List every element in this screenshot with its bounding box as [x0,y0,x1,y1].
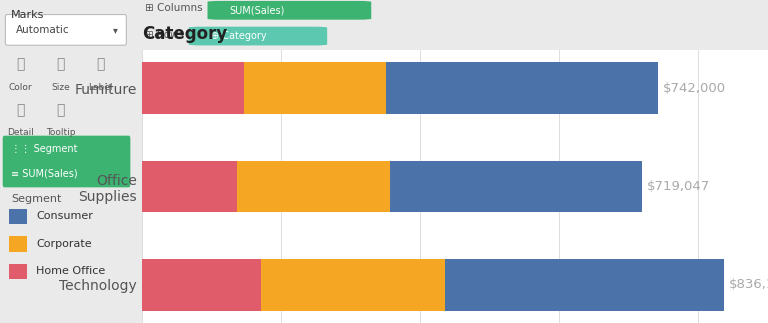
Text: Category: Category [142,25,227,43]
Bar [142,259,260,311]
FancyBboxPatch shape [5,15,126,45]
Text: Detail: Detail [7,128,34,137]
FancyBboxPatch shape [207,1,371,20]
FancyBboxPatch shape [9,264,27,279]
Bar [142,62,244,114]
Text: Automatic: Automatic [16,25,70,35]
Text: $719,047: $719,047 [647,180,710,193]
Bar [244,62,386,114]
Text: Tooltip: Tooltip [46,128,75,137]
FancyBboxPatch shape [2,136,131,163]
Text: $742,000: $742,000 [663,82,727,95]
Bar [142,161,237,212]
Text: Corporate: Corporate [36,239,92,249]
FancyBboxPatch shape [2,160,131,187]
Text: ⬜: ⬜ [56,103,65,117]
Text: Label: Label [88,83,113,92]
FancyBboxPatch shape [189,27,327,46]
Bar [445,259,723,311]
Text: Segment: Segment [11,194,61,204]
Text: ▾: ▾ [114,25,118,35]
Bar [260,259,445,311]
Text: ≡ SUM(Sales): ≡ SUM(Sales) [11,169,78,178]
Text: ⊞ Rows: ⊞ Rows [144,30,184,40]
Text: ⬜: ⬜ [97,57,105,72]
Text: Home Office: Home Office [36,266,105,276]
Text: ⊕ Category: ⊕ Category [210,31,266,41]
Text: SUM(Sales): SUM(Sales) [230,5,285,15]
Text: ⬜: ⬜ [16,103,25,117]
Bar [237,161,390,212]
Text: ⊞ Columns: ⊞ Columns [144,4,202,14]
Text: ⋮⋮ Segment: ⋮⋮ Segment [11,144,78,154]
Text: $836,154: $836,154 [729,278,768,291]
Bar [386,62,658,114]
FancyBboxPatch shape [9,209,27,224]
Text: ⬜: ⬜ [16,57,25,72]
Text: Marks: Marks [11,10,44,20]
Text: Consumer: Consumer [36,212,93,221]
Text: ⬜: ⬜ [56,57,65,72]
Bar [390,161,642,212]
FancyBboxPatch shape [9,236,27,252]
Text: Size: Size [51,83,70,92]
Text: Color: Color [8,83,32,92]
